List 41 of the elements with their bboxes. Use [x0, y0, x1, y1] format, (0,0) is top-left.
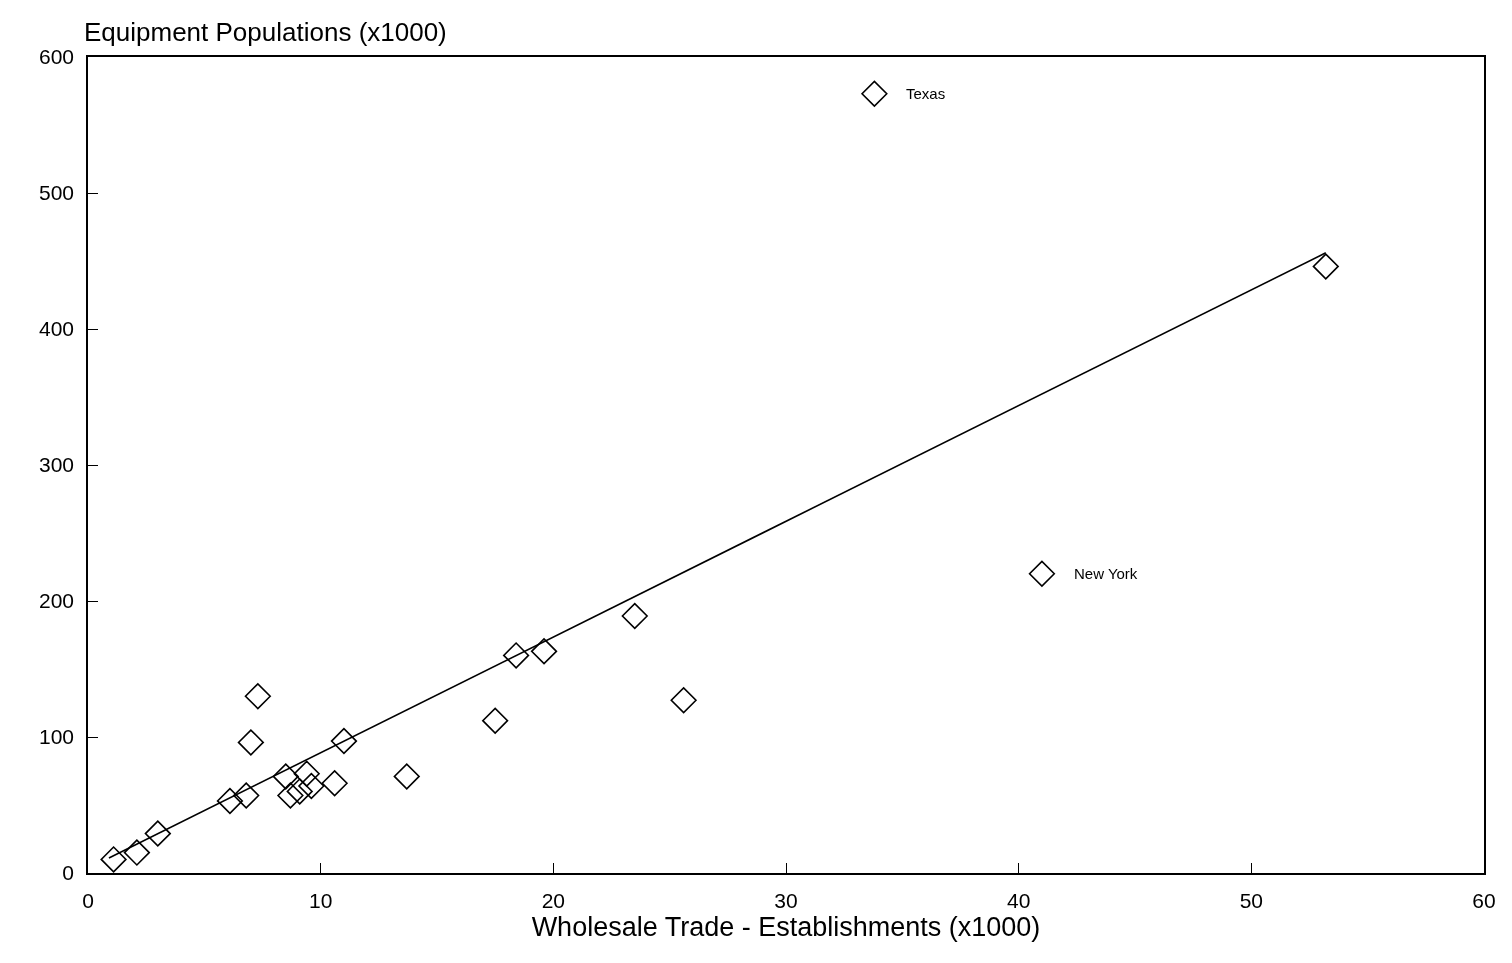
point — [482, 707, 509, 734]
x-tick-label: 50 — [1239, 888, 1264, 912]
point — [293, 760, 320, 787]
point — [216, 787, 244, 815]
annotation: Texas — [906, 85, 946, 102]
y-tick-label: 500 — [39, 181, 75, 205]
point — [100, 846, 127, 873]
point — [502, 642, 530, 669]
x-tick-label: 30 — [774, 888, 798, 912]
x-tick-label: 0 — [82, 888, 94, 912]
y-axis-title: Equipment Populations (x1000) — [84, 17, 447, 47]
point — [530, 638, 558, 665]
y-tick-label: 100 — [39, 725, 75, 749]
y-tick-label: 300 — [39, 453, 75, 477]
y-tick-label: 0 — [62, 861, 75, 885]
point — [286, 778, 313, 805]
point — [861, 80, 888, 107]
point — [298, 772, 325, 800]
point — [277, 782, 304, 809]
point — [144, 820, 171, 847]
x-tick-label: 60 — [1472, 888, 1496, 912]
y-tick-label: 200 — [39, 589, 75, 613]
x-tick-label: 10 — [308, 888, 333, 912]
annotation: New York — [1074, 565, 1138, 582]
x-tick-label: 40 — [1006, 888, 1031, 912]
point — [321, 770, 348, 797]
x-axis-title: Wholesale Trade - Establishments (x1000) — [531, 911, 1041, 942]
point — [1312, 253, 1339, 280]
point — [237, 729, 265, 756]
point — [1028, 560, 1056, 587]
point — [244, 683, 271, 710]
point — [123, 839, 151, 866]
point — [272, 763, 299, 790]
point — [621, 602, 648, 630]
point — [330, 727, 358, 755]
x-tick-label: 20 — [541, 888, 566, 912]
point — [670, 687, 697, 714]
point — [233, 782, 260, 809]
y-tick-label: 600 — [39, 45, 75, 69]
y-tick-label: 400 — [39, 317, 75, 341]
point — [393, 763, 420, 790]
